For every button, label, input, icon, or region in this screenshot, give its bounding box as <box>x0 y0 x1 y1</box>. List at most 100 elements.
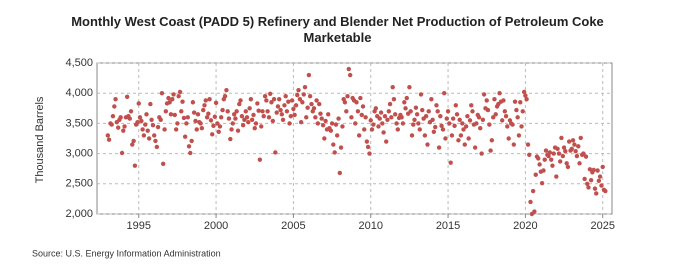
point <box>182 134 188 139</box>
point <box>314 98 319 103</box>
point <box>279 112 285 117</box>
point <box>168 112 174 117</box>
point <box>332 150 337 155</box>
point <box>528 199 533 205</box>
point <box>378 110 384 115</box>
point <box>510 122 515 127</box>
point <box>216 129 221 135</box>
point <box>470 109 475 114</box>
point <box>148 101 153 107</box>
y-tick-label: 4,000 <box>65 87 93 99</box>
point <box>525 142 531 147</box>
point <box>506 136 511 141</box>
point <box>347 72 353 78</box>
point <box>132 163 138 168</box>
point <box>430 117 435 122</box>
point <box>215 121 220 126</box>
point <box>109 122 114 127</box>
point <box>521 89 527 95</box>
point <box>292 112 297 118</box>
point <box>283 94 288 99</box>
point <box>270 118 276 124</box>
point <box>460 121 465 126</box>
point <box>228 136 233 142</box>
point <box>466 136 471 141</box>
point <box>454 112 460 117</box>
point <box>355 109 361 114</box>
point <box>222 94 228 99</box>
point <box>445 109 451 114</box>
point <box>119 150 125 156</box>
point <box>583 154 589 159</box>
y-tick-label: 4,500 <box>65 57 93 69</box>
point <box>565 164 571 170</box>
point <box>573 148 578 154</box>
point <box>400 121 406 126</box>
point <box>547 150 553 155</box>
point <box>588 177 594 183</box>
point <box>167 100 172 105</box>
point <box>329 121 335 126</box>
point <box>193 118 198 124</box>
point <box>418 92 424 97</box>
point <box>190 100 196 105</box>
point <box>300 100 305 105</box>
point <box>255 101 260 106</box>
point <box>367 151 372 156</box>
y-axis-title: Thousand Barrels <box>34 96 46 183</box>
point <box>599 183 604 188</box>
point <box>362 127 367 132</box>
point <box>462 142 467 147</box>
point <box>469 103 474 108</box>
point <box>426 109 431 114</box>
point <box>523 93 528 98</box>
point <box>373 106 379 111</box>
point <box>140 127 145 132</box>
point <box>404 95 409 101</box>
point <box>185 115 190 120</box>
point <box>145 128 150 133</box>
point <box>550 163 555 168</box>
point <box>150 123 156 128</box>
point <box>541 168 546 173</box>
point <box>368 118 373 123</box>
point <box>587 167 593 172</box>
point <box>199 126 205 131</box>
point <box>226 116 232 121</box>
point <box>439 123 444 129</box>
point <box>188 150 193 156</box>
point <box>561 145 567 150</box>
point <box>153 138 158 144</box>
point <box>305 105 310 110</box>
point <box>320 123 326 128</box>
point <box>309 101 314 107</box>
point <box>596 178 602 183</box>
point <box>204 115 210 120</box>
plot-area <box>96 62 613 215</box>
point <box>467 118 473 123</box>
point <box>600 164 605 170</box>
point <box>152 133 157 138</box>
point <box>412 117 417 122</box>
source: Source: U.S. Energy Information Administ… <box>32 248 221 258</box>
y-tick-label: 3,000 <box>65 148 93 160</box>
point <box>502 109 508 114</box>
point <box>441 91 447 96</box>
point <box>238 98 243 103</box>
point <box>328 128 334 133</box>
point <box>555 146 560 151</box>
point <box>524 97 529 102</box>
point <box>543 148 549 153</box>
point <box>413 105 419 110</box>
point <box>572 142 577 147</box>
point <box>363 115 368 120</box>
point <box>520 109 525 114</box>
point <box>268 91 273 97</box>
point <box>105 133 111 138</box>
point <box>516 133 522 138</box>
point <box>385 117 390 122</box>
point <box>274 110 279 115</box>
point <box>595 168 600 173</box>
point <box>481 92 487 97</box>
